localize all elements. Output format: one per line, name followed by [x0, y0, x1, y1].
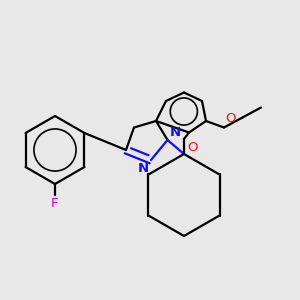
Text: N: N [169, 126, 181, 139]
Text: F: F [51, 196, 59, 209]
Text: O: O [187, 141, 197, 154]
Text: O: O [226, 112, 236, 124]
Text: N: N [138, 162, 149, 175]
